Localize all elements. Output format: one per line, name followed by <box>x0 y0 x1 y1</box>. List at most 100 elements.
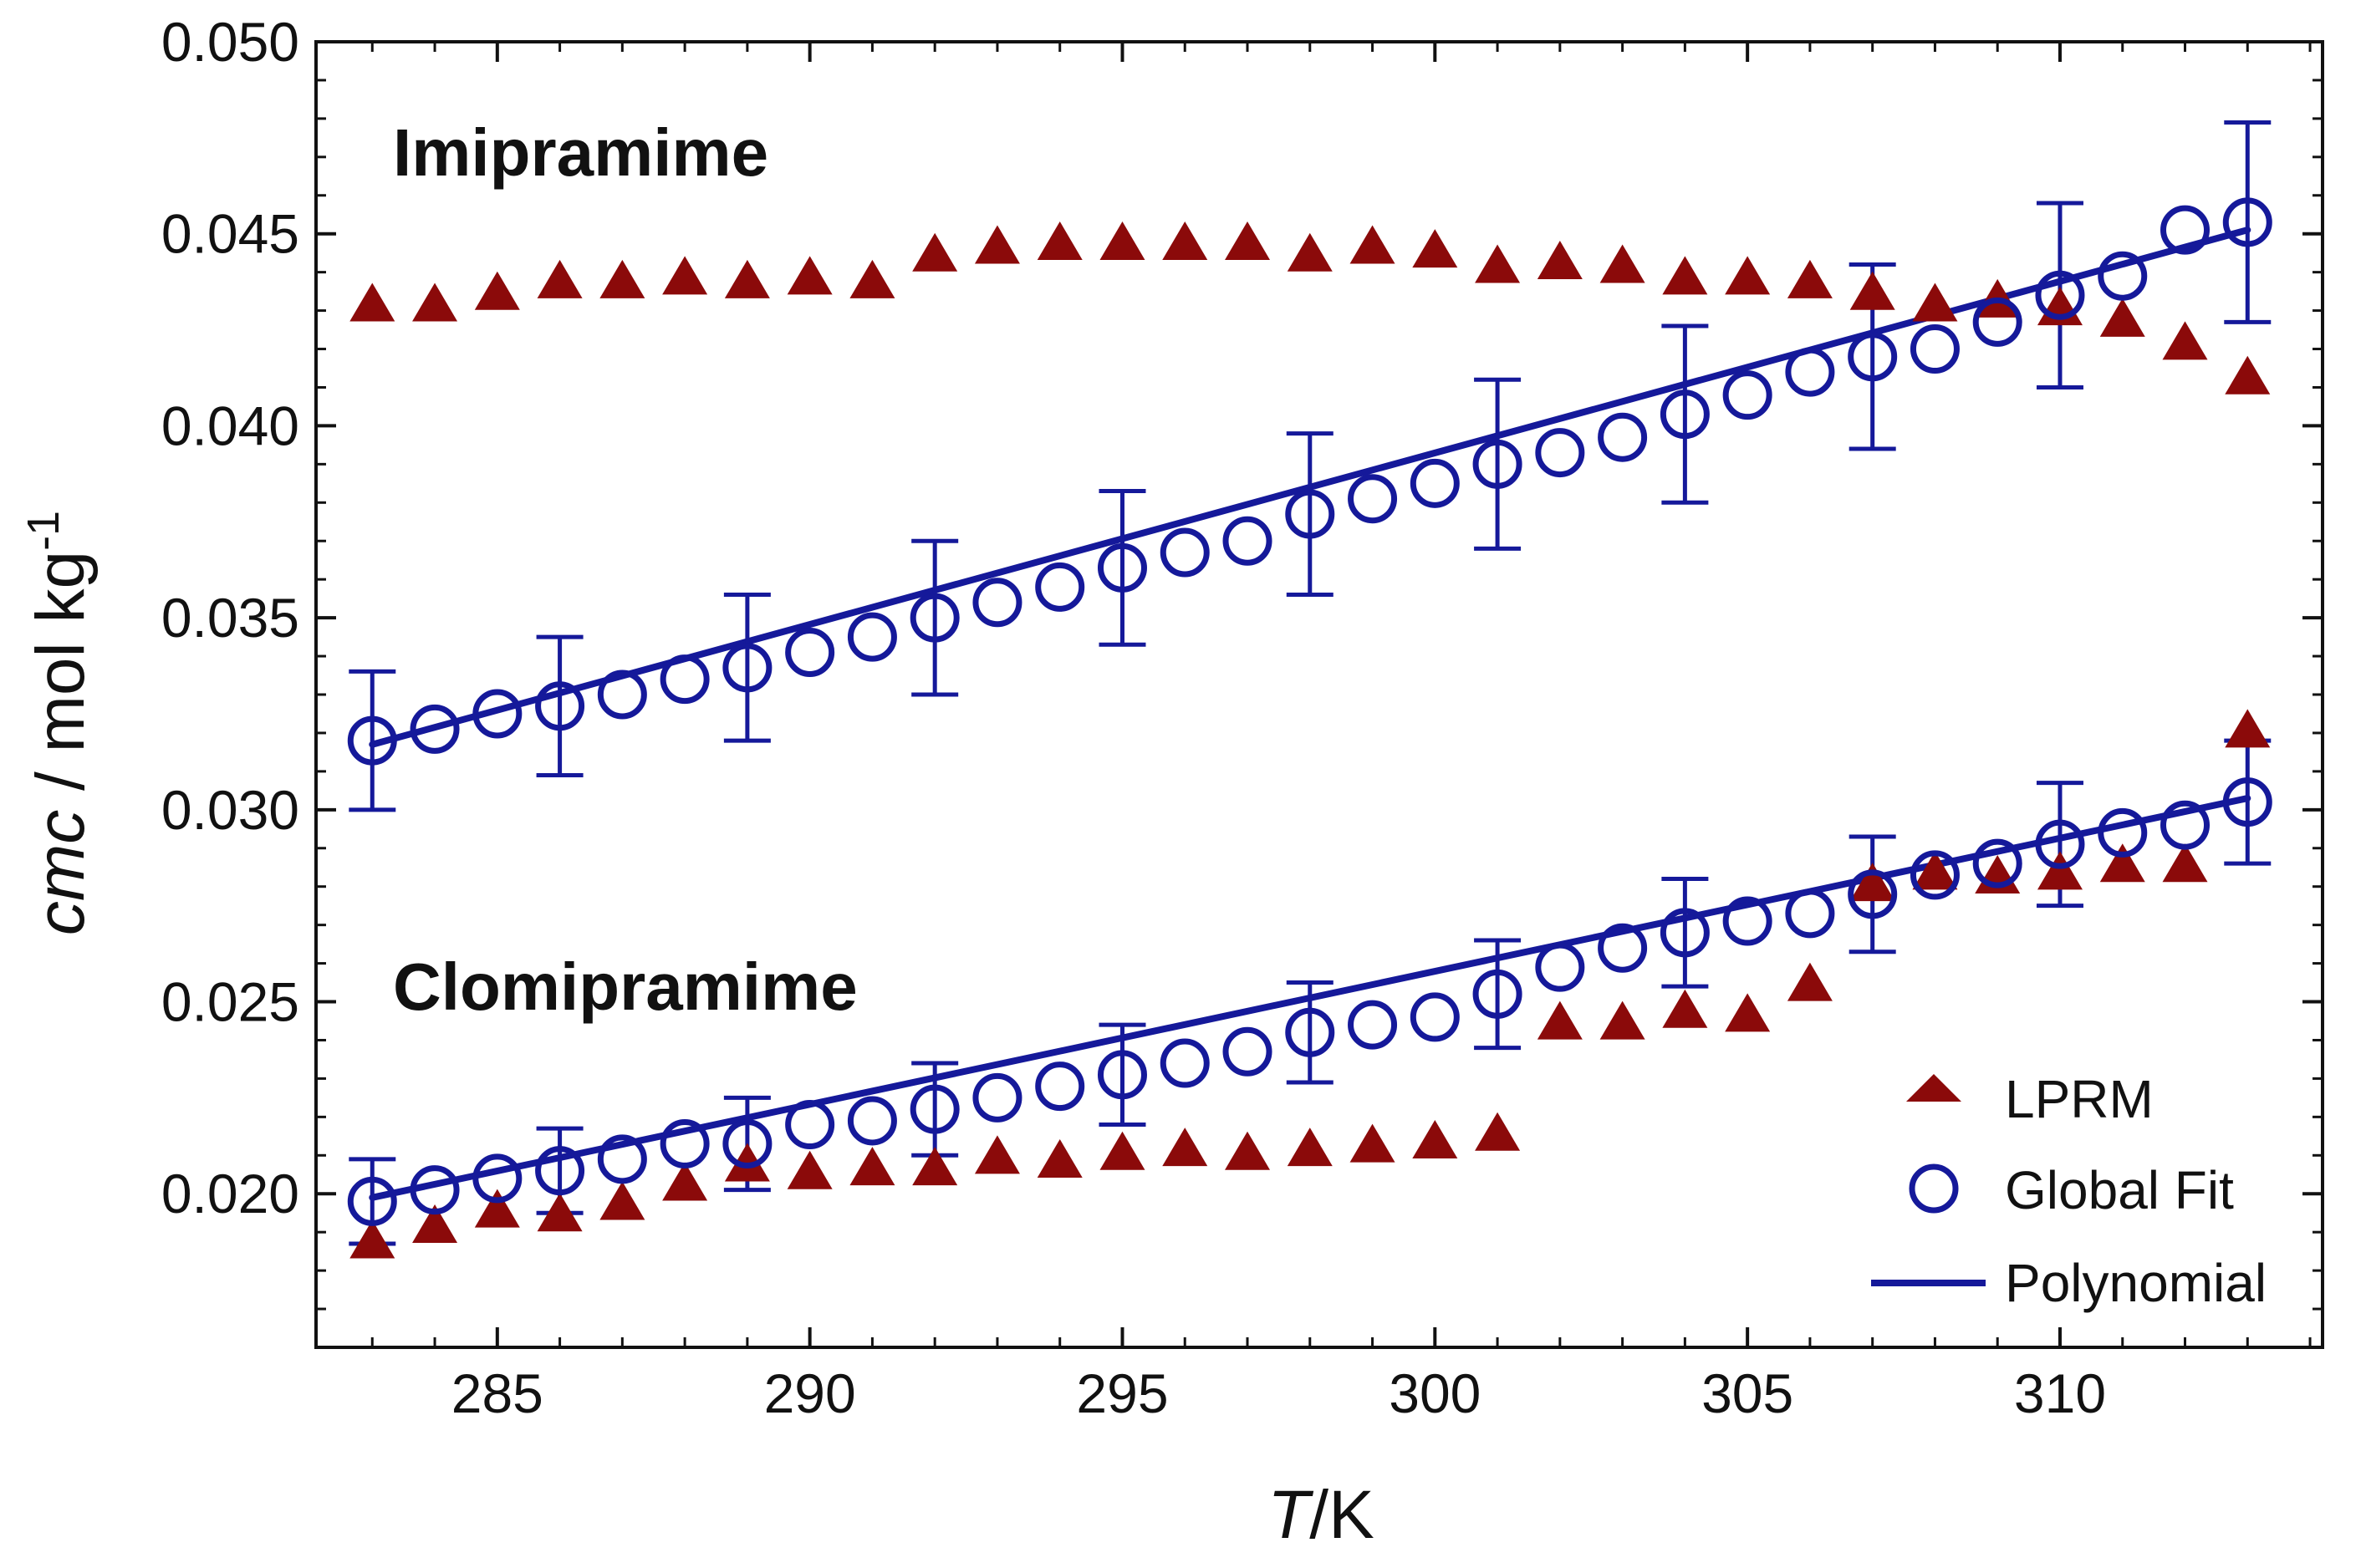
lprm-point-clomipramime <box>974 1135 1020 1174</box>
lprm-point-clomipramime <box>912 1147 958 1186</box>
error-bar-clomipramime <box>1099 1022 1146 1128</box>
lprm-point-clomipramime <box>662 1162 708 1201</box>
lprm-point-imipramime <box>599 259 645 298</box>
lprm-point-clomipramime <box>1475 1112 1521 1151</box>
lprm-point-clomipramime <box>1225 1131 1271 1170</box>
global-fit-point-clomipramime <box>1910 850 1960 900</box>
lprm-point-imipramime <box>1412 229 1458 268</box>
lprm-markers <box>349 221 2271 1259</box>
global-fit-point-clomipramime <box>1410 992 1460 1042</box>
global-fit-point-imipramime <box>1722 370 1772 420</box>
global-fit-point-clomipramime <box>722 1119 773 1169</box>
legend-polynomial-label: Polynomial <box>2005 1253 2267 1313</box>
global-fit-point-imipramime <box>722 643 773 693</box>
global-fit-point-clomipramime <box>1785 888 1835 939</box>
annotation-clomipramime: Clomipramime <box>393 949 858 1024</box>
global-fit-point-imipramime <box>1535 428 1585 478</box>
global-fit-point-clomipramime <box>1035 1061 1085 1112</box>
y-tick-label: 0.040 <box>161 395 299 456</box>
lprm-point-imipramime <box>2099 298 2145 337</box>
global-fit-point-clomipramime <box>347 1176 397 1226</box>
global-fit-point-clomipramime <box>910 1084 960 1134</box>
global-fit-point-clomipramime <box>1660 908 1710 958</box>
global-fit-point-imipramime <box>972 578 1022 628</box>
global-fit-point-imipramime <box>1472 439 1522 489</box>
lprm-point-clomipramime <box>1037 1138 1083 1178</box>
global-fit-point-clomipramime <box>1160 1038 1210 1088</box>
global-fit-point-imipramime <box>1785 347 1835 397</box>
lprm-point-imipramime <box>912 232 958 272</box>
x-tick-label: 310 <box>2014 1362 2106 1424</box>
lprm-point-imipramime <box>1725 256 1771 295</box>
global-fit-point-clomipramime <box>972 1072 1022 1123</box>
x-tick-label: 305 <box>1701 1362 1793 1424</box>
legend-global-fit-marker <box>1909 1163 1959 1214</box>
lprm-point-imipramime <box>1662 256 1708 295</box>
global-fit-point-clomipramime <box>1222 1026 1272 1077</box>
lprm-point-imipramime <box>537 259 583 298</box>
global-fit-point-imipramime <box>1910 324 1960 374</box>
global-fit-point-imipramime <box>910 593 960 643</box>
lprm-point-imipramime <box>1475 244 1521 283</box>
lprm-point-imipramime <box>1287 232 1333 272</box>
global-fit-point-imipramime <box>410 704 460 754</box>
global-fit-point-clomipramime <box>1285 1007 1335 1057</box>
error-bar-imipramime <box>1474 377 1522 551</box>
error-bar-imipramime <box>1286 431 1333 598</box>
global-fit-point-imipramime <box>1097 542 1147 593</box>
global-fit-point-clomipramime <box>597 1134 647 1184</box>
y-tick-label: 0.035 <box>161 587 299 649</box>
y-tick-label: 0.030 <box>161 779 299 841</box>
error-bar-clomipramime <box>1474 938 1522 1051</box>
y-axis-title: cmc / mol kg-1 <box>18 511 99 935</box>
lprm-point-imipramime <box>1225 221 1271 260</box>
global-fit-point-clomipramime <box>2035 819 2085 869</box>
lprm-point-imipramime <box>1787 259 1833 298</box>
lprm-point-clomipramime <box>787 1150 833 1189</box>
global-fit-point-imipramime <box>347 715 397 766</box>
lprm-point-clomipramime <box>2162 843 2208 883</box>
global-fit-point-clomipramime <box>535 1146 585 1196</box>
lprm-point-imipramime <box>849 259 895 298</box>
global-fit-point-clomipramime <box>847 1096 897 1146</box>
lprm-point-imipramime <box>1349 225 1395 264</box>
x-tick-label: 290 <box>764 1362 856 1424</box>
global-fit-point-imipramime <box>1660 389 1710 440</box>
global-fit-point-imipramime <box>2222 197 2272 247</box>
lprm-point-imipramime <box>474 271 520 310</box>
lprm-point-imipramime <box>724 259 770 298</box>
lprm-point-clomipramime <box>599 1181 645 1220</box>
lprm-point-clomipramime <box>849 1147 895 1186</box>
global-fit-point-imipramime <box>1348 474 1398 524</box>
lprm-point-clomipramime <box>1412 1119 1458 1158</box>
global-fit-point-clomipramime <box>660 1119 710 1169</box>
global-fit-point-clomipramime <box>410 1165 460 1215</box>
x-tick-label: 300 <box>1389 1362 1481 1424</box>
lprm-point-clomipramime <box>1287 1128 1333 1167</box>
y-tick-label: 0.025 <box>161 971 299 1033</box>
global-fit-point-imipramime <box>1160 527 1210 578</box>
lprm-point-clomipramime <box>1537 1000 1583 1040</box>
error-bar-imipramime <box>349 669 396 812</box>
lprm-point-imipramime <box>974 225 1020 264</box>
lprm-point-clomipramime <box>1912 851 1958 890</box>
global-fit-point-imipramime <box>2160 205 2211 255</box>
lprm-point-clomipramime <box>1162 1128 1208 1167</box>
global-fit-point-clomipramime <box>1472 969 1522 1019</box>
global-fit-point-clomipramime <box>2098 807 2148 858</box>
error-bars <box>349 120 2272 1246</box>
lprm-point-clomipramime <box>537 1193 583 1232</box>
global-fit-point-clomipramime <box>1097 1050 1147 1100</box>
global-fit-point-imipramime <box>1598 412 1648 462</box>
lprm-point-clomipramime <box>2225 709 2271 748</box>
global-fit-point-clomipramime <box>1348 1000 1398 1050</box>
y-tick-label: 0.020 <box>161 1163 299 1224</box>
lprm-point-clomipramime <box>1849 863 1895 902</box>
lprm-point-imipramime <box>1537 240 1583 279</box>
global-fit-point-imipramime <box>785 627 835 677</box>
lprm-point-clomipramime <box>2037 851 2083 890</box>
error-bar-imipramime <box>2224 120 2272 324</box>
error-bar-clomipramime <box>1286 980 1333 1085</box>
global-fit-point-imipramime <box>1410 458 1460 508</box>
error-bar-imipramime <box>911 538 959 697</box>
